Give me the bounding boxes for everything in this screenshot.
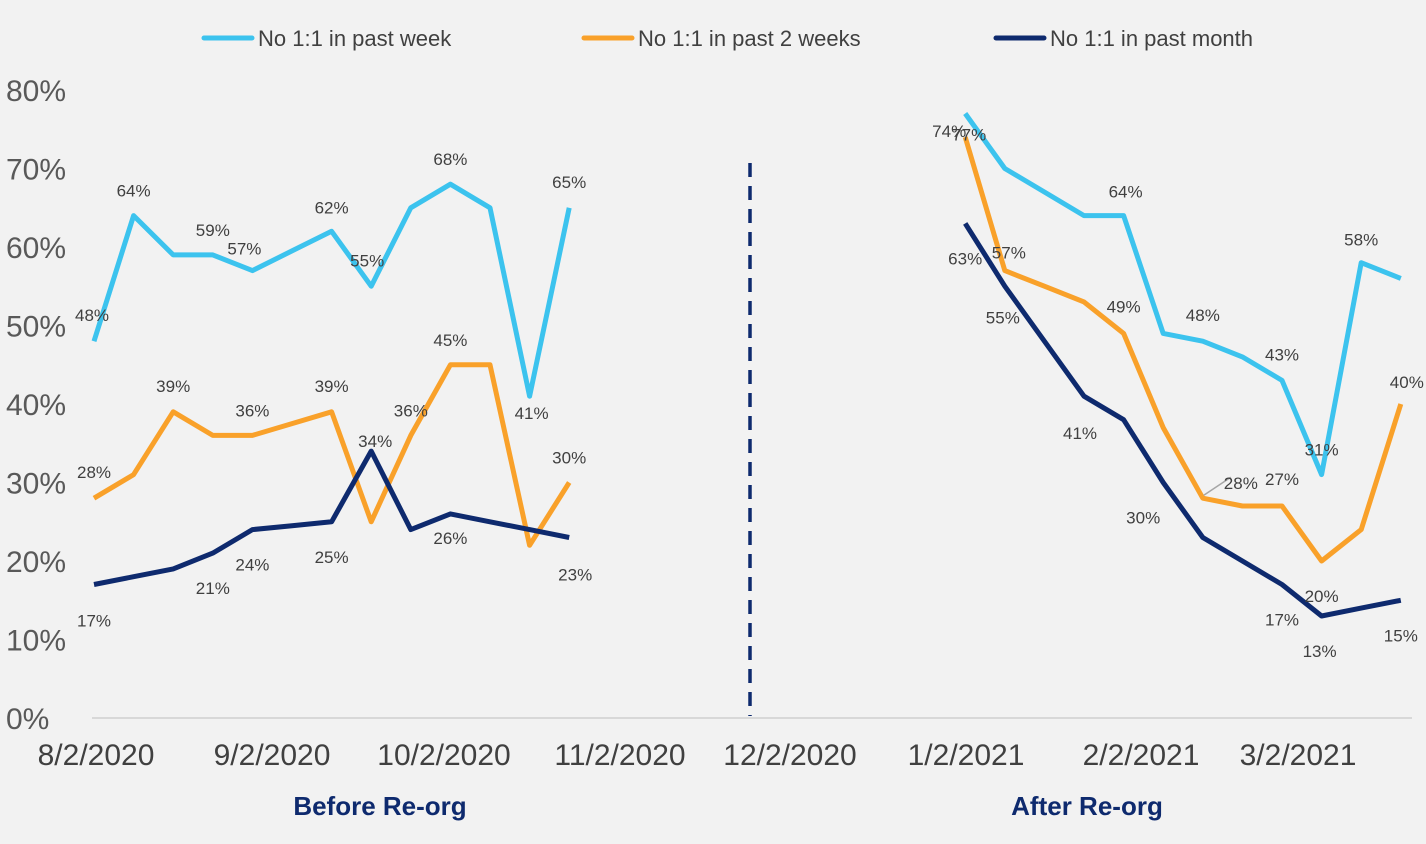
x-tick-9-2-2020: 9/2/2020 — [214, 739, 331, 772]
data-label-no-1-1-in-past-week-14: 58% — [1344, 231, 1378, 250]
series-line-no-1-1-in-past-week-segment-1 — [91, 181, 572, 399]
data-label-no-1-1-in-past-2-weeks-2: 36% — [235, 401, 269, 420]
data-label-no-1-1-in-past-week-4: 62% — [315, 198, 349, 217]
data-label-no-1-1-in-past-2-weeks-7: 74% — [932, 122, 966, 141]
leader-line-no-1-1-in-past-2-weeks-10 — [1203, 476, 1232, 496]
data-label-no-1-1-in-past-month-8: 55% — [986, 308, 1020, 327]
series-line-no-1-1-in-past-month-segment-2 — [963, 222, 1402, 619]
data-label-no-1-1-in-past-2-weeks-9: 49% — [1107, 297, 1141, 316]
data-label-no-1-1-in-past-week-5: 55% — [350, 251, 384, 270]
data-label-no-1-1-in-past-2-weeks-13: 40% — [1390, 373, 1424, 392]
data-label-no-1-1-in-past-month-5: 26% — [433, 529, 467, 548]
y-axis: 0% 10% 20% 30% 40% 50% 60% 70% 80% — [6, 75, 66, 736]
section-label-before-re-org: Before Re-org — [293, 791, 466, 821]
legend: No 1:1 in past week No 1:1 in past 2 week… — [201, 26, 1253, 51]
series-line-no-1-1-in-past-2-weeks-segment-1 — [92, 362, 572, 548]
x-tick-3-2-2021: 3/2/2021 — [1240, 739, 1357, 772]
x-axis: 8/2/2020 9/2/2020 10/2/2020 11/2/2020 12/2/2… — [38, 717, 1412, 772]
data-label-no-1-1-in-past-month-1: 21% — [196, 579, 230, 598]
data-labels: 48%64%59%57%62%55%68%41%65%77%64%48%43%3… — [75, 122, 1424, 661]
data-label-no-1-1-in-past-month-6: 23% — [558, 565, 592, 584]
data-label-no-1-1-in-past-2-weeks-11: 27% — [1265, 470, 1299, 489]
data-label-no-1-1-in-past-week-9: 77% — [952, 126, 986, 145]
data-label-no-1-1-in-past-2-weeks-3: 39% — [315, 377, 349, 396]
y-tick-80pct: 80% — [6, 75, 66, 108]
data-label-no-1-1-in-past-2-weeks-0: 28% — [77, 463, 111, 482]
y-tick-70pct: 70% — [6, 154, 66, 187]
y-tick-20pct: 20% — [6, 546, 66, 579]
series-group — [91, 112, 1404, 619]
data-label-no-1-1-in-past-week-6: 68% — [433, 150, 467, 169]
data-label-no-1-1-in-past-2-weeks-5: 45% — [433, 331, 467, 350]
data-label-no-1-1-in-past-month-0: 17% — [77, 612, 111, 631]
series-line-no-1-1-in-past-week-segment-2 — [963, 112, 1402, 478]
x-tick-2-2-2021: 2/2/2021 — [1083, 739, 1200, 772]
y-tick-60pct: 60% — [6, 232, 66, 265]
y-tick-40pct: 40% — [6, 389, 66, 422]
section-label-after-re-org: After Re-org — [1011, 791, 1163, 821]
data-label-no-1-1-in-past-week-0: 48% — [75, 306, 109, 325]
y-tick-0pct: 0% — [6, 703, 49, 736]
data-label-no-1-1-in-past-week-1: 64% — [117, 182, 151, 201]
series-line-no-1-1-in-past-2-weeks-segment-2 — [962, 136, 1404, 564]
x-tick-10-2-2020: 10/2/2020 — [377, 739, 510, 772]
data-label-no-1-1-in-past-week-7: 41% — [515, 404, 549, 423]
legend-label-no-1-1-in-past-2-weeks: No 1:1 in past 2 weeks — [638, 26, 861, 51]
data-label-no-1-1-in-past-month-7: 63% — [948, 249, 982, 268]
data-label-no-1-1-in-past-2-weeks-6: 30% — [552, 449, 586, 468]
data-label-no-1-1-in-past-week-3: 57% — [227, 240, 261, 259]
x-tick-11-2-2020: 11/2/2020 — [554, 739, 685, 772]
data-label-no-1-1-in-past-month-3: 25% — [315, 548, 349, 567]
data-label-no-1-1-in-past-month-4: 34% — [358, 432, 392, 451]
x-tick-8-2-2020: 8/2/2020 — [38, 739, 155, 772]
data-label-no-1-1-in-past-month-9: 41% — [1063, 424, 1097, 443]
data-label-no-1-1-in-past-week-2: 59% — [196, 221, 230, 240]
x-tick-12-2-2020: 12/2/2020 — [723, 739, 856, 772]
data-label-no-1-1-in-past-week-11: 48% — [1186, 306, 1220, 325]
data-label-no-1-1-in-past-month-2: 24% — [235, 556, 269, 575]
data-label-no-1-1-in-past-month-13: 15% — [1384, 626, 1418, 645]
y-tick-30pct: 30% — [6, 468, 66, 501]
x-tick-1-2-2021: 1/2/2021 — [908, 739, 1025, 772]
data-label-no-1-1-in-past-week-8: 65% — [552, 173, 586, 192]
data-label-no-1-1-in-past-2-weeks-12: 20% — [1305, 587, 1339, 606]
data-label-no-1-1-in-past-2-weeks-8: 57% — [992, 244, 1026, 263]
data-label-no-1-1-in-past-week-13: 31% — [1305, 441, 1339, 460]
y-tick-50pct: 50% — [6, 311, 66, 344]
data-label-no-1-1-in-past-2-weeks-4: 36% — [394, 401, 428, 420]
data-label-no-1-1-in-past-month-12: 13% — [1303, 642, 1337, 661]
legend-label-no-1-1-in-past-month: No 1:1 in past month — [1050, 26, 1253, 51]
y-tick-10pct: 10% — [6, 625, 66, 658]
data-label-no-1-1-in-past-month-11: 17% — [1265, 611, 1299, 630]
data-label-no-1-1-in-past-2-weeks-10: 28% — [1224, 474, 1258, 493]
section-labels: Before Re-org After Re-org — [293, 791, 1163, 821]
data-label-no-1-1-in-past-2-weeks-1: 39% — [156, 377, 190, 396]
legend-label-no-1-1-in-past-week: No 1:1 in past week — [258, 26, 452, 51]
data-label-no-1-1-in-past-month-10: 30% — [1126, 509, 1160, 528]
data-label-no-1-1-in-past-week-12: 43% — [1265, 345, 1299, 364]
series-line-no-1-1-in-past-month-segment-1 — [93, 448, 570, 587]
data-label-no-1-1-in-past-week-10: 64% — [1109, 183, 1143, 202]
